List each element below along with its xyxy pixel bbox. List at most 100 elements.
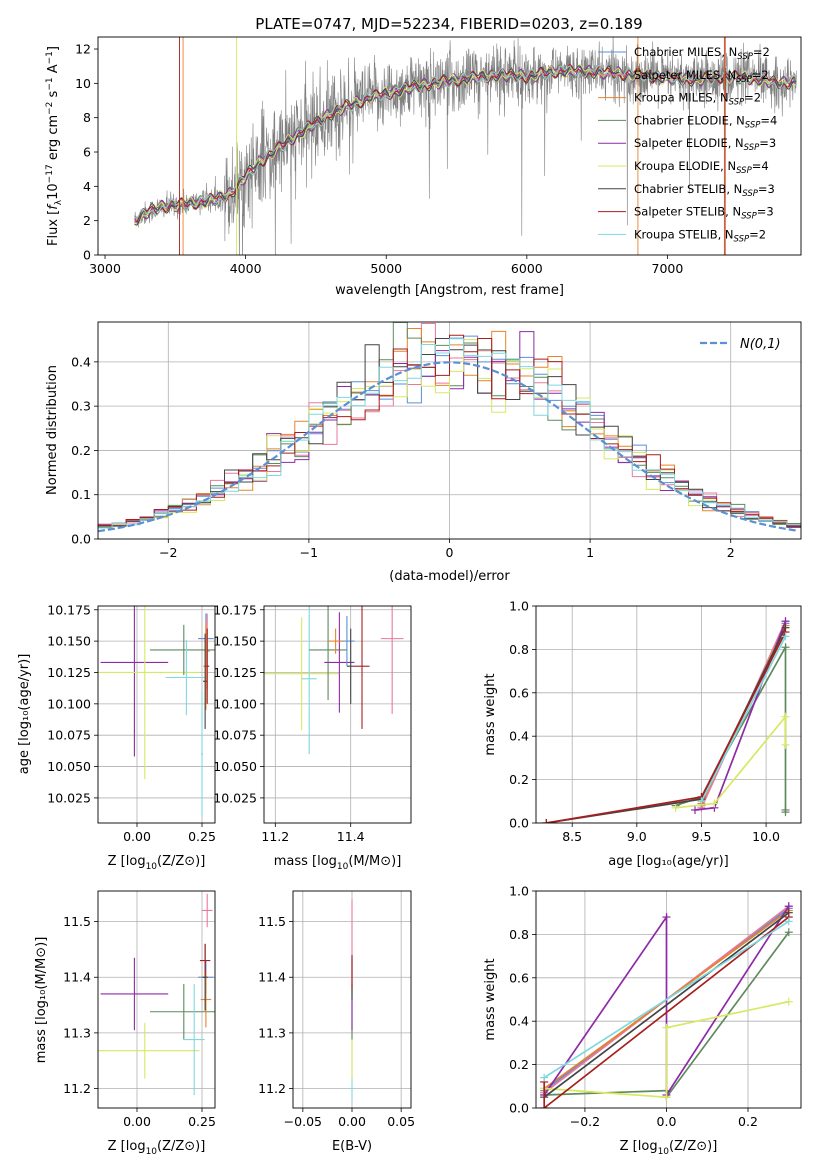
x-axis-label: mass [log10(M/M⊙)] <box>274 854 402 872</box>
y-axis-label: mass [log₁₀(M/M⊙)] <box>34 937 49 1064</box>
plot-area <box>134 37 797 255</box>
x-tick-label: 8.5 <box>562 829 582 844</box>
label-tail: (Z/Z⊙)] <box>669 1139 717 1154</box>
x-tick-label: 11.4 <box>337 829 365 844</box>
series-line <box>543 916 790 1108</box>
y-tick-label: 11.5 <box>63 914 91 929</box>
y-tick-label: 10.125 <box>47 665 91 680</box>
series-line <box>544 1000 789 1099</box>
legend-main: Salpeter STELIB, N <box>634 205 741 219</box>
legend-sub: SSP <box>729 98 745 108</box>
normal-curve <box>98 361 799 533</box>
plot-area <box>98 322 801 539</box>
mass_vs_Z-axes: 0.00 0.25 11.2 11.3 11.4 11.5 Z [log10(Z/Z⊙)] m… <box>34 890 216 1157</box>
label-part: 10 <box>46 183 61 200</box>
y-tick-label: 10 <box>75 76 91 91</box>
x-tick-label: 3000 <box>89 261 121 276</box>
x-tick-label: 1 <box>586 545 594 560</box>
label-main: mass [log <box>274 854 337 869</box>
y-tick-label: 1.0 <box>509 884 529 899</box>
plot-area <box>293 891 411 1108</box>
y-tick-label: 11.4 <box>63 970 91 985</box>
axes-frame <box>535 890 802 1109</box>
plot-area <box>264 606 411 823</box>
y-tick-label: 10.050 <box>213 759 257 774</box>
series-line <box>675 643 787 813</box>
x-tick-label: 0.25 <box>188 829 216 844</box>
label-part: Flux [ <box>46 210 61 246</box>
x-tick-label: 11.2 <box>261 829 289 844</box>
legend-entry: Salpeter ELODIE, NSSP=3 <box>634 136 776 153</box>
y-tick-label: 10.125 <box>213 665 257 680</box>
y-tick-label: 10.175 <box>213 602 257 617</box>
x-axis-label: Z [log10(Z/Z⊙)] <box>620 1139 718 1157</box>
series-line <box>543 912 790 1098</box>
figure-title: PLATE=0747, MJD=52234, FIBERID=0203, z=0… <box>255 15 642 33</box>
label-sub: 10 <box>658 1147 670 1157</box>
x-tick-label: 10.0 <box>752 829 780 844</box>
label-part: s <box>46 90 61 101</box>
y-axis-label: Flux [fλ10−17 erg cm−2 s−1 A−1] <box>45 46 64 246</box>
legend-sub: SSP <box>742 189 758 199</box>
y-tick-label: 0 <box>83 248 91 263</box>
x-tick-label: 9.0 <box>627 829 647 844</box>
x-axis-label: Z [log10(Z/Z⊙)] <box>108 1139 206 1157</box>
legend-tail: =2 <box>753 45 770 59</box>
plot-area <box>536 891 801 1108</box>
x-axis-label: E(B-V) <box>332 1139 372 1154</box>
y-tick-label: 1.0 <box>509 599 529 614</box>
x-tick-label: 9.5 <box>692 829 712 844</box>
age_vs_mass-axes: 11.2 11.4 10.025 10.050 10.075 10.100 10.125 10… <box>213 602 412 872</box>
plot-area <box>536 606 801 823</box>
legend-sub: SSP <box>741 212 757 222</box>
x-tick-label: 0.2 <box>738 1114 758 1129</box>
legend-entry: N(0,1) <box>740 337 781 352</box>
y-tick-label: 10.025 <box>213 790 257 805</box>
y-tick-label: 0.0 <box>509 1101 529 1116</box>
legend-tail: =3 <box>759 136 776 150</box>
y-tick-label: 0.6 <box>509 970 529 985</box>
y-tick-label: 10.100 <box>213 696 257 711</box>
y-tick-label: 10.175 <box>47 602 91 617</box>
plot-layer: 3000 4000 5000 6000 7000024681012wavelength … <box>17 36 802 1157</box>
label-sub: 10 <box>146 862 158 872</box>
label-part: −1 <box>45 51 55 64</box>
y-tick-label: 10.075 <box>213 728 257 743</box>
legend-main: Chabrier STELIB, N <box>634 182 742 196</box>
legend-entry: Kroupa STELIB, NSSP=2 <box>634 227 766 244</box>
plot-area <box>98 606 215 823</box>
axes-frame <box>97 890 216 1109</box>
y-tick-label: 10.025 <box>47 790 91 805</box>
label-part: ] <box>46 46 61 51</box>
model-spectrum <box>134 65 797 226</box>
y-tick-label: 11.2 <box>258 1081 286 1096</box>
label-main: Z [log <box>108 854 146 869</box>
legend-main: Salpeter ELODIE, N <box>634 136 744 150</box>
legend-main: Kroupa STELIB, N <box>634 227 734 241</box>
y-tick-label: 11.3 <box>63 1025 91 1040</box>
label-tail: (Z/Z⊙)] <box>157 854 205 869</box>
x-tick-label: 2 <box>727 545 735 560</box>
y-tick-label: 8 <box>83 110 91 125</box>
legend-sub: SSP <box>734 234 750 244</box>
legend-entry: Salpeter STELIB, NSSP=3 <box>634 205 774 222</box>
x-tick-label: 0 <box>446 545 454 560</box>
y-tick-label: 10.075 <box>47 728 91 743</box>
residual-histogram <box>98 338 801 539</box>
legend-sub: SSP <box>736 75 752 85</box>
series-line <box>675 714 787 809</box>
x-tick-label: −2 <box>159 545 177 560</box>
y-tick-label: 0.2 <box>509 772 529 787</box>
y-tick-label: 0.0 <box>509 816 529 831</box>
x-tick-label: −1 <box>300 545 318 560</box>
x-tick-label: 4000 <box>230 261 262 276</box>
x-tick-label: 0.00 <box>123 1114 151 1129</box>
legend-entry: Chabrier ELODIE, NSSP=4 <box>634 113 777 130</box>
y-tick-label: 0.4 <box>509 729 529 744</box>
y-tick-label: 0.3 <box>71 399 91 414</box>
legend-entry: Salpeter MILES, NSSP=2 <box>634 68 769 85</box>
y-tick-label: 4 <box>83 179 91 194</box>
x-tick-label: −0.2 <box>570 1114 600 1129</box>
y-axis-label: mass weight <box>483 673 498 755</box>
